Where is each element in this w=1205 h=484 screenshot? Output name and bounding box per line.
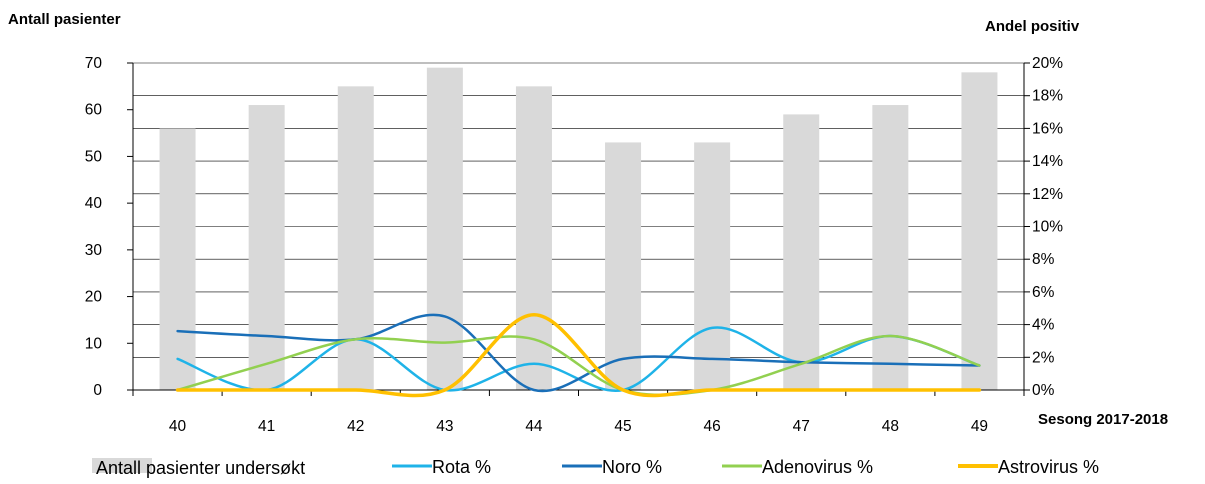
x-tick-label: 48 <box>882 418 899 435</box>
left-tick-label: 10 <box>85 335 103 352</box>
left-tick-label: 40 <box>85 195 103 212</box>
bar <box>159 128 196 390</box>
bar <box>337 86 374 390</box>
right-tick-label: 2% <box>1032 349 1055 366</box>
series-line <box>176 326 981 392</box>
right-tick-label: 18% <box>1032 88 1063 105</box>
x-tick-label: 47 <box>793 418 810 435</box>
x-tick-label: 40 <box>169 418 187 435</box>
legend-swatch-bars <box>92 458 152 473</box>
bar <box>248 105 285 391</box>
bars-group <box>159 67 998 391</box>
bar <box>961 72 998 390</box>
x-tick-label: 46 <box>704 418 721 435</box>
legend-label: Adenovirus % <box>762 457 873 477</box>
left-tick-label: 0 <box>93 382 102 399</box>
right-axis-title: Andel positiv <box>985 18 1080 35</box>
left-tick-label: 60 <box>85 102 103 119</box>
right-tick-label: 20% <box>1032 55 1063 72</box>
left-tick-label: 70 <box>85 55 103 72</box>
left-tick-label: 30 <box>85 242 103 259</box>
left-tick-label: 20 <box>85 289 103 306</box>
bar <box>605 142 642 390</box>
left-tick-label: 50 <box>85 148 103 165</box>
right-tick-label: 14% <box>1032 153 1063 170</box>
axes: 0 10 20 30 40 50 60 70 0% 2% 4% 6% 8% 10% 12% 14% 16% 18%… <box>85 55 1063 435</box>
x-tick-label: 41 <box>258 418 275 435</box>
bar <box>426 67 463 391</box>
bar <box>783 114 820 390</box>
right-tick-label: 6% <box>1032 284 1055 301</box>
x-tick-label: 45 <box>614 418 631 435</box>
right-tick-label: 0% <box>1032 382 1055 399</box>
right-tick-label: 4% <box>1032 317 1055 334</box>
legend: Antall pasienter undersøkt Rota % Noro % Ad… <box>92 457 1099 478</box>
right-tick-label: 8% <box>1032 251 1055 268</box>
legend-label: Astrovirus % <box>998 457 1099 477</box>
left-axis-title: Antall pasienter <box>8 11 121 28</box>
series-line <box>175 313 982 398</box>
x-axis-title: Sesong 2017-2018 <box>1038 411 1168 428</box>
legend-label-bars: Antall pasienter undersøkt <box>96 458 305 478</box>
bar <box>872 105 909 391</box>
x-tick-label: 49 <box>971 418 988 435</box>
legend-label: Rota % <box>432 457 491 477</box>
right-tick-label: 12% <box>1032 186 1063 203</box>
series-line <box>176 313 981 393</box>
x-tick-label: 43 <box>436 418 453 435</box>
x-tick-label: 42 <box>347 418 364 435</box>
legend-label: Noro % <box>602 457 662 477</box>
series-line <box>176 334 981 397</box>
lines-group <box>175 313 982 398</box>
right-tick-label: 10% <box>1032 219 1063 236</box>
bar <box>694 142 731 390</box>
x-tick-label: 44 <box>525 418 543 435</box>
right-tick-label: 16% <box>1032 120 1063 137</box>
